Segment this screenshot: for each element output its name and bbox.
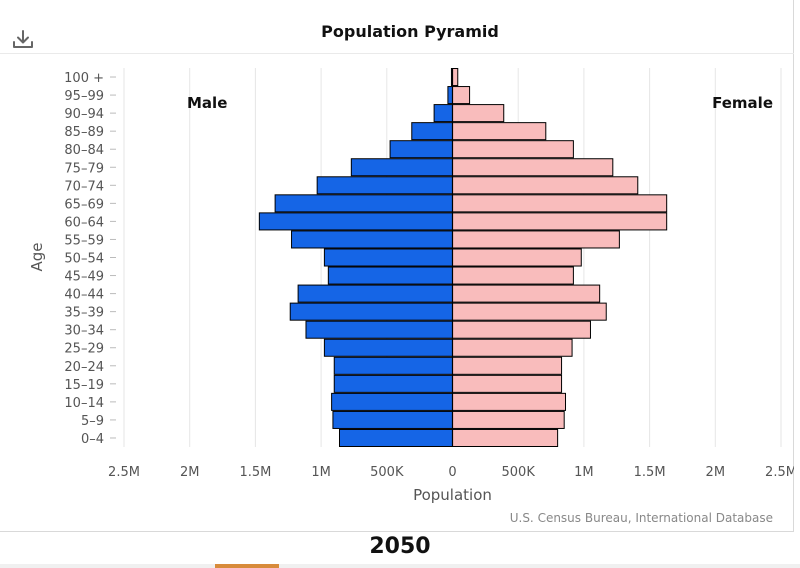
- x-tick-label: 1M: [574, 465, 594, 480]
- male-bar: [333, 356, 453, 375]
- male-bar: [274, 194, 453, 213]
- chart-title: Population Pyramid: [321, 22, 499, 41]
- female-bar: [452, 122, 547, 141]
- y-tick-label: 30–34: [64, 324, 104, 339]
- male-bar: [389, 140, 453, 159]
- male-bar: [332, 410, 453, 429]
- female-bar: [452, 68, 459, 87]
- female-bar: [452, 230, 620, 249]
- download-icon[interactable]: [11, 28, 35, 50]
- x-tick-label: 2.5M: [765, 465, 794, 480]
- y-tick-label: 100 +: [64, 71, 104, 86]
- y-tick-label: 80–84: [64, 143, 104, 158]
- male-bar: [411, 122, 453, 141]
- y-tick-label: 55–59: [64, 233, 104, 248]
- chart-header: Population Pyramid: [0, 0, 794, 54]
- female-bar: [452, 266, 574, 285]
- male-bar: [338, 428, 453, 448]
- male-bar: [323, 338, 454, 357]
- x-tick-label: 1.5M: [634, 465, 666, 480]
- x-tick-label: 500K: [502, 465, 536, 480]
- timeline-track[interactable]: [0, 564, 800, 568]
- y-tick-label: 10–14: [64, 396, 104, 411]
- female-bar: [452, 320, 591, 339]
- legend-male: Male: [187, 94, 227, 112]
- female-bar: [452, 158, 614, 177]
- female-bar: [452, 248, 582, 267]
- y-tick-label: 65–69: [64, 197, 104, 212]
- male-bar: [289, 302, 454, 321]
- y-tick-label: 15–19: [64, 378, 104, 393]
- y-axis-title: Age: [28, 242, 46, 271]
- y-tick-label: 90–94: [64, 107, 104, 122]
- female-bar: [452, 356, 563, 375]
- timeline-progress[interactable]: [215, 564, 279, 568]
- female-bar: [452, 140, 574, 159]
- male-bar: [333, 374, 453, 393]
- x-tick-label: 0: [448, 465, 456, 480]
- x-tick-label: 2M: [180, 465, 200, 480]
- male-bar: [323, 248, 454, 267]
- legend-female: Female: [712, 94, 773, 112]
- y-tick-label: 5–9: [81, 414, 104, 429]
- male-bar: [291, 230, 453, 249]
- y-tick-label: 60–64: [64, 215, 104, 230]
- male-bar: [305, 320, 454, 339]
- y-tick-label: 50–54: [64, 252, 104, 267]
- male-bar: [447, 86, 454, 105]
- y-tick-label: 45–49: [64, 270, 104, 285]
- y-tick-label: 25–29: [64, 342, 104, 357]
- y-tick-label: 0–4: [81, 432, 104, 447]
- y-tick-label: 40–44: [64, 288, 104, 303]
- source-credit: U.S. Census Bureau, International Databa…: [509, 511, 773, 525]
- male-bar: [258, 212, 454, 231]
- female-bar: [452, 428, 559, 448]
- male-bar: [297, 284, 454, 303]
- year-label: 2050: [369, 534, 431, 559]
- x-axis-title: Population: [413, 486, 492, 504]
- male-bar: [327, 266, 453, 285]
- chart-card: Population Pyramid 2.5M 2M 1.5M 1M 500K 0 500K…: [0, 0, 794, 532]
- female-bar: [452, 302, 607, 321]
- female-bar: [452, 410, 565, 429]
- female-bar: [452, 338, 573, 357]
- female-bar: [452, 176, 639, 195]
- y-tick-label: 35–39: [64, 306, 104, 321]
- y-tick-label: 20–24: [64, 360, 104, 375]
- y-tick-label: 85–89: [64, 125, 104, 140]
- y-tick-label: 70–74: [64, 179, 104, 194]
- female-bar: [452, 194, 668, 213]
- population-pyramid-chart: 2.5M 2M 1.5M 1M 500K 0 500K 1M 1.5M 2M 2.5M 100 + 95…: [28, 68, 794, 504]
- female-bar: [452, 212, 668, 231]
- x-tick-label: 2M: [706, 465, 726, 480]
- female-bar: [452, 104, 505, 123]
- female-bar: [452, 86, 471, 105]
- male-bar: [316, 176, 453, 195]
- x-tick-label: 2.5M: [108, 465, 140, 480]
- male-bar: [350, 158, 453, 177]
- male-bar: [433, 104, 454, 123]
- x-tick-label: 1M: [311, 465, 331, 480]
- y-tick-label: 95–99: [64, 89, 104, 104]
- female-bar: [452, 392, 567, 411]
- y-tick-label: 75–79: [64, 161, 104, 176]
- female-bar: [452, 374, 563, 393]
- x-tick-label: 1.5M: [239, 465, 271, 480]
- male-bar: [331, 392, 453, 411]
- x-tick-label: 500K: [370, 465, 404, 480]
- female-bar: [452, 284, 601, 303]
